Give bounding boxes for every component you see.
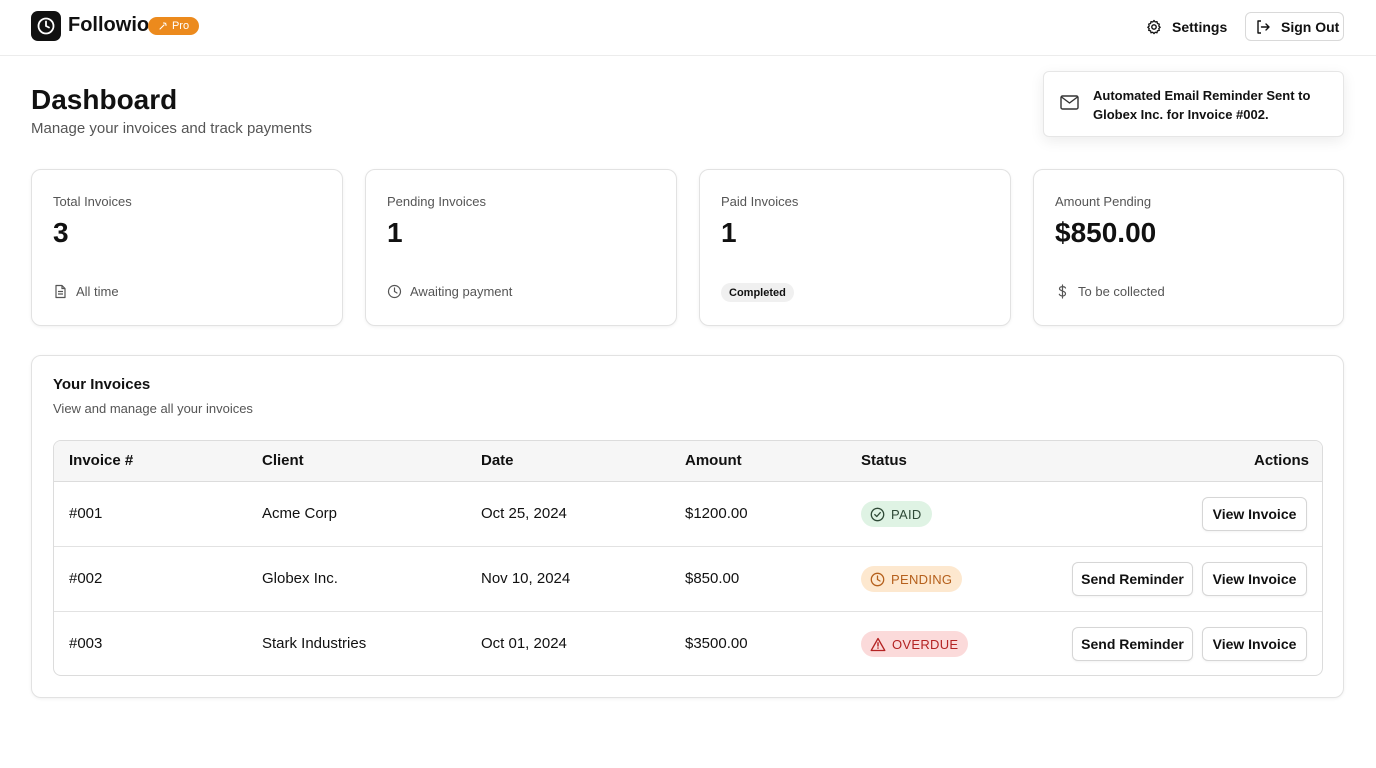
toast-message: Automated Email Reminder Sent to Globex … [1093, 88, 1311, 122]
status-label: OVERDUE [892, 636, 959, 652]
pro-badge-label: Pro [171, 20, 190, 32]
top-bar: Followio Pro Settings Sign Out [0, 0, 1376, 56]
page-subtitle: Manage your invoices and track payments [31, 120, 312, 137]
view-invoice-button[interactable]: View Invoice [1202, 562, 1307, 596]
stat-footer-text: To be collected [1078, 284, 1165, 299]
column-header-amount: Amount [685, 452, 742, 469]
stat-footer-text: All time [76, 284, 119, 299]
invoice-date: Oct 01, 2024 [481, 635, 567, 652]
invoice-date: Oct 25, 2024 [481, 505, 567, 522]
invoice-client: Globex Inc. [262, 570, 338, 587]
gear-icon [1147, 19, 1161, 34]
mail-icon [1060, 95, 1079, 110]
stat-card-pending-invoices: Pending Invoices 1 Awaiting payment [365, 169, 677, 326]
status-badge-pending: PENDING [861, 566, 963, 592]
column-header-invoice-number: Invoice # [69, 452, 134, 469]
stat-footer: Awaiting payment [387, 284, 512, 299]
sign-out-label: Sign Out [1281, 18, 1340, 35]
settings-label: Settings [1172, 18, 1228, 35]
document-icon [55, 284, 66, 299]
clock-icon [870, 572, 885, 586]
stat-footer: To be collected [1055, 284, 1165, 299]
stat-footer-text: Awaiting payment [410, 284, 513, 299]
sign-out-button[interactable]: Sign Out [1245, 12, 1344, 41]
invoice-amount: $850.00 [685, 570, 740, 587]
stat-label: Amount Pending [1055, 194, 1152, 209]
status-label: PENDING [891, 571, 953, 587]
stat-footer: All time [53, 284, 119, 299]
invoice-number: #003 [69, 635, 103, 652]
invoice-client: Acme Corp [262, 505, 338, 522]
clock-icon [387, 284, 402, 299]
brand-name: Followio [68, 14, 150, 36]
column-header-client: Client [262, 452, 304, 469]
dollar-icon [1058, 284, 1067, 299]
stat-card-paid-invoices: Paid Invoices 1 Completed [699, 169, 1011, 326]
stat-label: Pending Invoices [387, 194, 487, 209]
table-header: Invoice # Client Date Amount Status Acti… [54, 441, 1322, 482]
check-circle-icon [870, 507, 885, 521]
send-reminder-button[interactable]: Send Reminder [1072, 627, 1193, 661]
invoice-number: #002 [69, 570, 103, 587]
status-label: PAID [891, 506, 922, 522]
invoice-client: Stark Industries [262, 635, 367, 652]
warning-triangle-icon [870, 637, 886, 651]
invoices-subtitle: View and manage all your invoices [53, 401, 253, 416]
table-row: #002 Globex Inc. Nov 10, 2024 $850.00 PE… [54, 547, 1322, 612]
column-header-date: Date [481, 452, 514, 469]
status-badge-paid: PAID [861, 501, 932, 527]
invoices-title: Your Invoices [53, 376, 151, 393]
column-header-status: Status [861, 452, 907, 469]
stat-value: 1 [721, 217, 737, 248]
invoice-date: Nov 10, 2024 [481, 570, 571, 587]
table-row: #003 Stark Industries Oct 01, 2024 $3500… [54, 612, 1322, 675]
toast-notification: Automated Email Reminder Sent to Globex … [1043, 71, 1344, 137]
stat-label: Paid Invoices [721, 194, 799, 209]
clock-logo-icon [31, 11, 61, 41]
stat-card-amount-pending: Amount Pending $850.00 To be collected [1033, 169, 1344, 326]
table-row: #001 Acme Corp Oct 25, 2024 $1200.00 PAI… [54, 482, 1322, 547]
view-invoice-button[interactable]: View Invoice [1202, 497, 1307, 531]
sparkle-icon [159, 21, 167, 30]
invoices-panel: Your Invoices View and manage all your i… [31, 355, 1344, 698]
send-reminder-button[interactable]: Send Reminder [1072, 562, 1193, 596]
stat-value: $850.00 [1055, 217, 1157, 248]
stat-value: 3 [53, 217, 69, 248]
column-header-actions: Actions [1253, 452, 1309, 469]
view-invoice-button[interactable]: View Invoice [1202, 627, 1307, 661]
status-badge-overdue: OVERDUE [861, 631, 969, 657]
log-out-icon [1257, 19, 1270, 34]
stat-value: 1 [387, 217, 403, 248]
invoice-amount: $1200.00 [685, 505, 748, 522]
settings-button[interactable]: Settings [1140, 12, 1234, 41]
pro-badge: Pro [148, 17, 199, 35]
completed-badge: Completed [721, 283, 794, 302]
invoices-table: Invoice # Client Date Amount Status Acti… [53, 440, 1323, 676]
page-title: Dashboard [31, 84, 178, 115]
stat-label: Total Invoices [53, 194, 132, 209]
stat-card-total-invoices: Total Invoices 3 All time [31, 169, 343, 326]
invoice-amount: $3500.00 [685, 635, 748, 652]
invoice-number: #001 [69, 505, 103, 522]
